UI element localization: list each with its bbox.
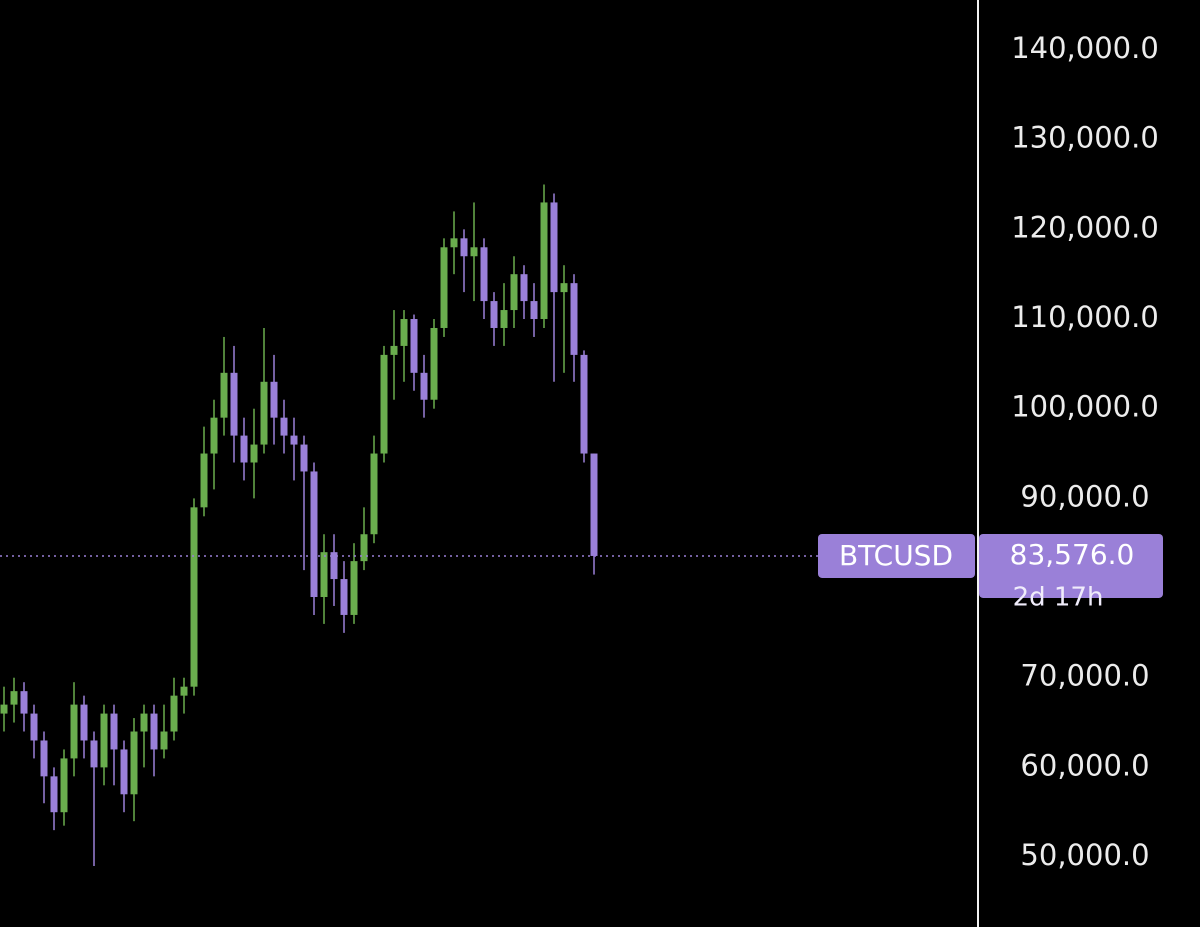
candle-body	[200, 453, 208, 508]
candle-body	[190, 507, 198, 687]
y-tick-label: 140,000.0	[1011, 31, 1159, 65]
candle-body	[590, 453, 598, 556]
candle-body	[380, 354, 388, 454]
candle-body	[310, 471, 318, 598]
candle-body	[360, 534, 368, 562]
candle-body	[340, 579, 348, 615]
candle-body	[350, 561, 358, 615]
candle-body	[550, 202, 558, 293]
countdown-label: 2d 17h	[1013, 582, 1104, 612]
candle-body	[120, 749, 128, 795]
candle-body	[370, 453, 378, 535]
candle-body	[500, 310, 508, 328]
candle-body	[40, 740, 48, 777]
candle-body	[570, 283, 578, 355]
candle-body	[10, 691, 18, 705]
y-tick-label: 70,000.0	[1020, 659, 1149, 693]
last-price-label: 83,576.0	[1010, 538, 1135, 571]
candle-body	[240, 435, 248, 463]
y-tick-label: 120,000.0	[1011, 210, 1159, 244]
candle-body	[90, 740, 98, 768]
symbol-label-box	[818, 533, 975, 578]
candle-body	[270, 381, 278, 418]
y-tick-label: 110,000.0	[1011, 300, 1159, 334]
candle-body	[330, 552, 338, 580]
candle-body	[480, 247, 488, 302]
candle-body	[160, 731, 168, 750]
price-label-box	[979, 533, 1163, 598]
candle-body	[530, 301, 538, 320]
candle-body	[510, 274, 518, 311]
candle-body	[470, 247, 478, 257]
candle-body	[150, 713, 158, 750]
candle-body	[180, 686, 188, 696]
candle-body	[420, 372, 428, 400]
candle-body	[80, 704, 88, 741]
candle-body	[450, 238, 458, 248]
candle-body	[260, 381, 268, 445]
candle-body	[130, 731, 138, 795]
candle-body	[50, 776, 58, 813]
y-tick-label: 130,000.0	[1011, 121, 1159, 155]
candle-body	[490, 301, 498, 328]
candle-body	[540, 202, 548, 320]
y-tick-label: 50,000.0	[1020, 838, 1149, 872]
candle-body	[210, 417, 218, 454]
candle-body	[100, 713, 108, 768]
candle-body	[250, 444, 258, 463]
candle-body	[220, 372, 228, 418]
candle-body	[110, 713, 118, 750]
symbol-label: BTCUSD	[839, 539, 953, 572]
candle-body	[390, 345, 398, 355]
y-tick-label: 90,000.0	[1020, 479, 1149, 513]
candle-body	[460, 238, 468, 257]
candle-body	[320, 552, 328, 598]
candle-body	[60, 758, 68, 813]
candle-body	[280, 417, 288, 436]
y-tick-label: 100,000.0	[1011, 390, 1159, 424]
candle-body	[440, 247, 448, 328]
candle-body	[70, 704, 78, 759]
candle-body	[560, 283, 568, 293]
candle-body	[400, 319, 408, 346]
candle-body	[0, 704, 8, 714]
candle-body	[230, 372, 238, 436]
candle-body	[170, 695, 178, 732]
candle-body	[520, 274, 528, 302]
candle-body	[300, 444, 308, 472]
candle-body	[290, 435, 298, 445]
candle-body	[410, 319, 418, 373]
y-tick-label: 60,000.0	[1020, 748, 1149, 782]
candle-body	[20, 691, 28, 714]
candle-body	[430, 327, 438, 400]
candle-body	[580, 354, 588, 454]
candle-body	[30, 713, 38, 741]
candle-body	[140, 713, 148, 732]
